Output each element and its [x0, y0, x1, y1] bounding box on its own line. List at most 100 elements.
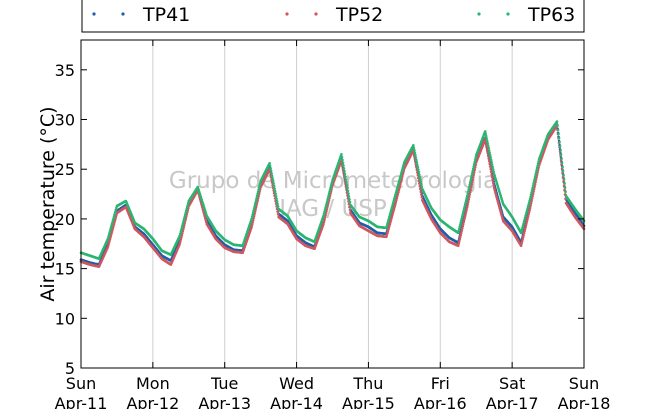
data-point: [471, 167, 475, 171]
data-point: [562, 178, 566, 181]
data-point: [535, 166, 539, 170]
data-point: [465, 207, 469, 211]
data-point: [342, 164, 345, 167]
data-point: [340, 153, 343, 156]
data-point: [346, 186, 349, 190]
data-point: [469, 178, 473, 182]
data-point: [458, 237, 462, 241]
data-point: [490, 173, 493, 176]
data-point: [466, 200, 470, 204]
data-point: [461, 225, 465, 228]
data-point: [525, 221, 528, 224]
data-point: [471, 169, 475, 173]
data-point: [523, 229, 526, 233]
data-point: [273, 187, 276, 190]
data-point: [255, 196, 258, 200]
data-point: [485, 146, 488, 149]
data-point: [465, 194, 469, 198]
data-point: [418, 175, 422, 179]
data-point: [417, 168, 420, 171]
data-point: [466, 203, 470, 206]
data-point: [462, 218, 466, 222]
data-point: [326, 198, 329, 202]
data-point: [528, 206, 532, 210]
data-point: [492, 170, 495, 174]
data-point: [276, 212, 280, 216]
data-point: [329, 186, 332, 190]
data-point: [348, 200, 352, 204]
y-axis-title: Air temperature (°C): [37, 106, 59, 301]
data-point: [485, 139, 489, 143]
data-point: [490, 163, 494, 166]
data-point: [419, 187, 422, 191]
data-point: [487, 146, 490, 150]
data-point: [458, 225, 462, 228]
data-point: [347, 192, 350, 196]
data-point: [529, 201, 533, 205]
data-point: [394, 200, 398, 204]
data-point: [250, 223, 254, 226]
data-point: [462, 209, 466, 212]
data-point: [533, 177, 536, 181]
data-point: [562, 180, 565, 183]
data-point: [523, 227, 527, 231]
data-point: [531, 184, 535, 188]
data-point: [561, 169, 565, 173]
data-point: [398, 184, 402, 188]
x-tick-date-label: Apr-16: [414, 394, 467, 409]
data-point: [414, 156, 418, 159]
data-point: [466, 192, 470, 196]
legend-label-tp63: TP63: [527, 4, 575, 26]
data-point: [486, 154, 490, 157]
data-point: [395, 198, 398, 202]
data-point: [464, 212, 468, 215]
data-point: [522, 231, 526, 235]
data-point: [469, 176, 473, 180]
data-point: [561, 165, 564, 169]
data-point: [274, 194, 278, 198]
x-tick-date-label: Apr-11: [55, 394, 108, 409]
legend-marker: [477, 12, 481, 16]
data-point: [394, 202, 397, 206]
data-point: [532, 180, 536, 183]
data-point: [416, 165, 420, 169]
x-tick-date-label: Apr-18: [558, 394, 611, 409]
legend-marker: [121, 12, 125, 16]
data-point: [464, 200, 468, 204]
data-point: [556, 124, 559, 127]
data-point: [255, 194, 259, 198]
data-point: [276, 205, 280, 208]
data-point: [527, 210, 531, 214]
data-point: [256, 190, 260, 193]
data-point: [257, 186, 261, 189]
data-point: [488, 162, 491, 166]
data-point: [323, 208, 327, 212]
data-point: [330, 180, 334, 184]
data-point: [459, 221, 463, 224]
data-point: [325, 200, 329, 204]
data-point: [396, 192, 400, 196]
data-point: [251, 211, 255, 214]
data-point: [469, 188, 473, 191]
data-point: [412, 144, 415, 147]
data-point: [344, 175, 347, 179]
data-point: [327, 194, 330, 198]
data-point: [251, 213, 254, 217]
data-point: [535, 169, 538, 172]
legend-marker: [92, 12, 96, 16]
data-point: [412, 146, 416, 150]
data-point: [470, 174, 474, 177]
data-point: [464, 198, 468, 202]
data-point: [459, 231, 463, 235]
data-point: [468, 181, 472, 184]
data-point: [484, 132, 488, 136]
data-point: [486, 142, 489, 145]
data-point: [330, 182, 333, 186]
data-point: [341, 158, 344, 162]
data-point: [489, 167, 492, 171]
data-point: [556, 128, 560, 132]
x-tick-day-label: Wed: [279, 374, 314, 393]
data-point: [524, 223, 528, 227]
data-point: [460, 229, 464, 232]
data-point: [530, 199, 533, 203]
